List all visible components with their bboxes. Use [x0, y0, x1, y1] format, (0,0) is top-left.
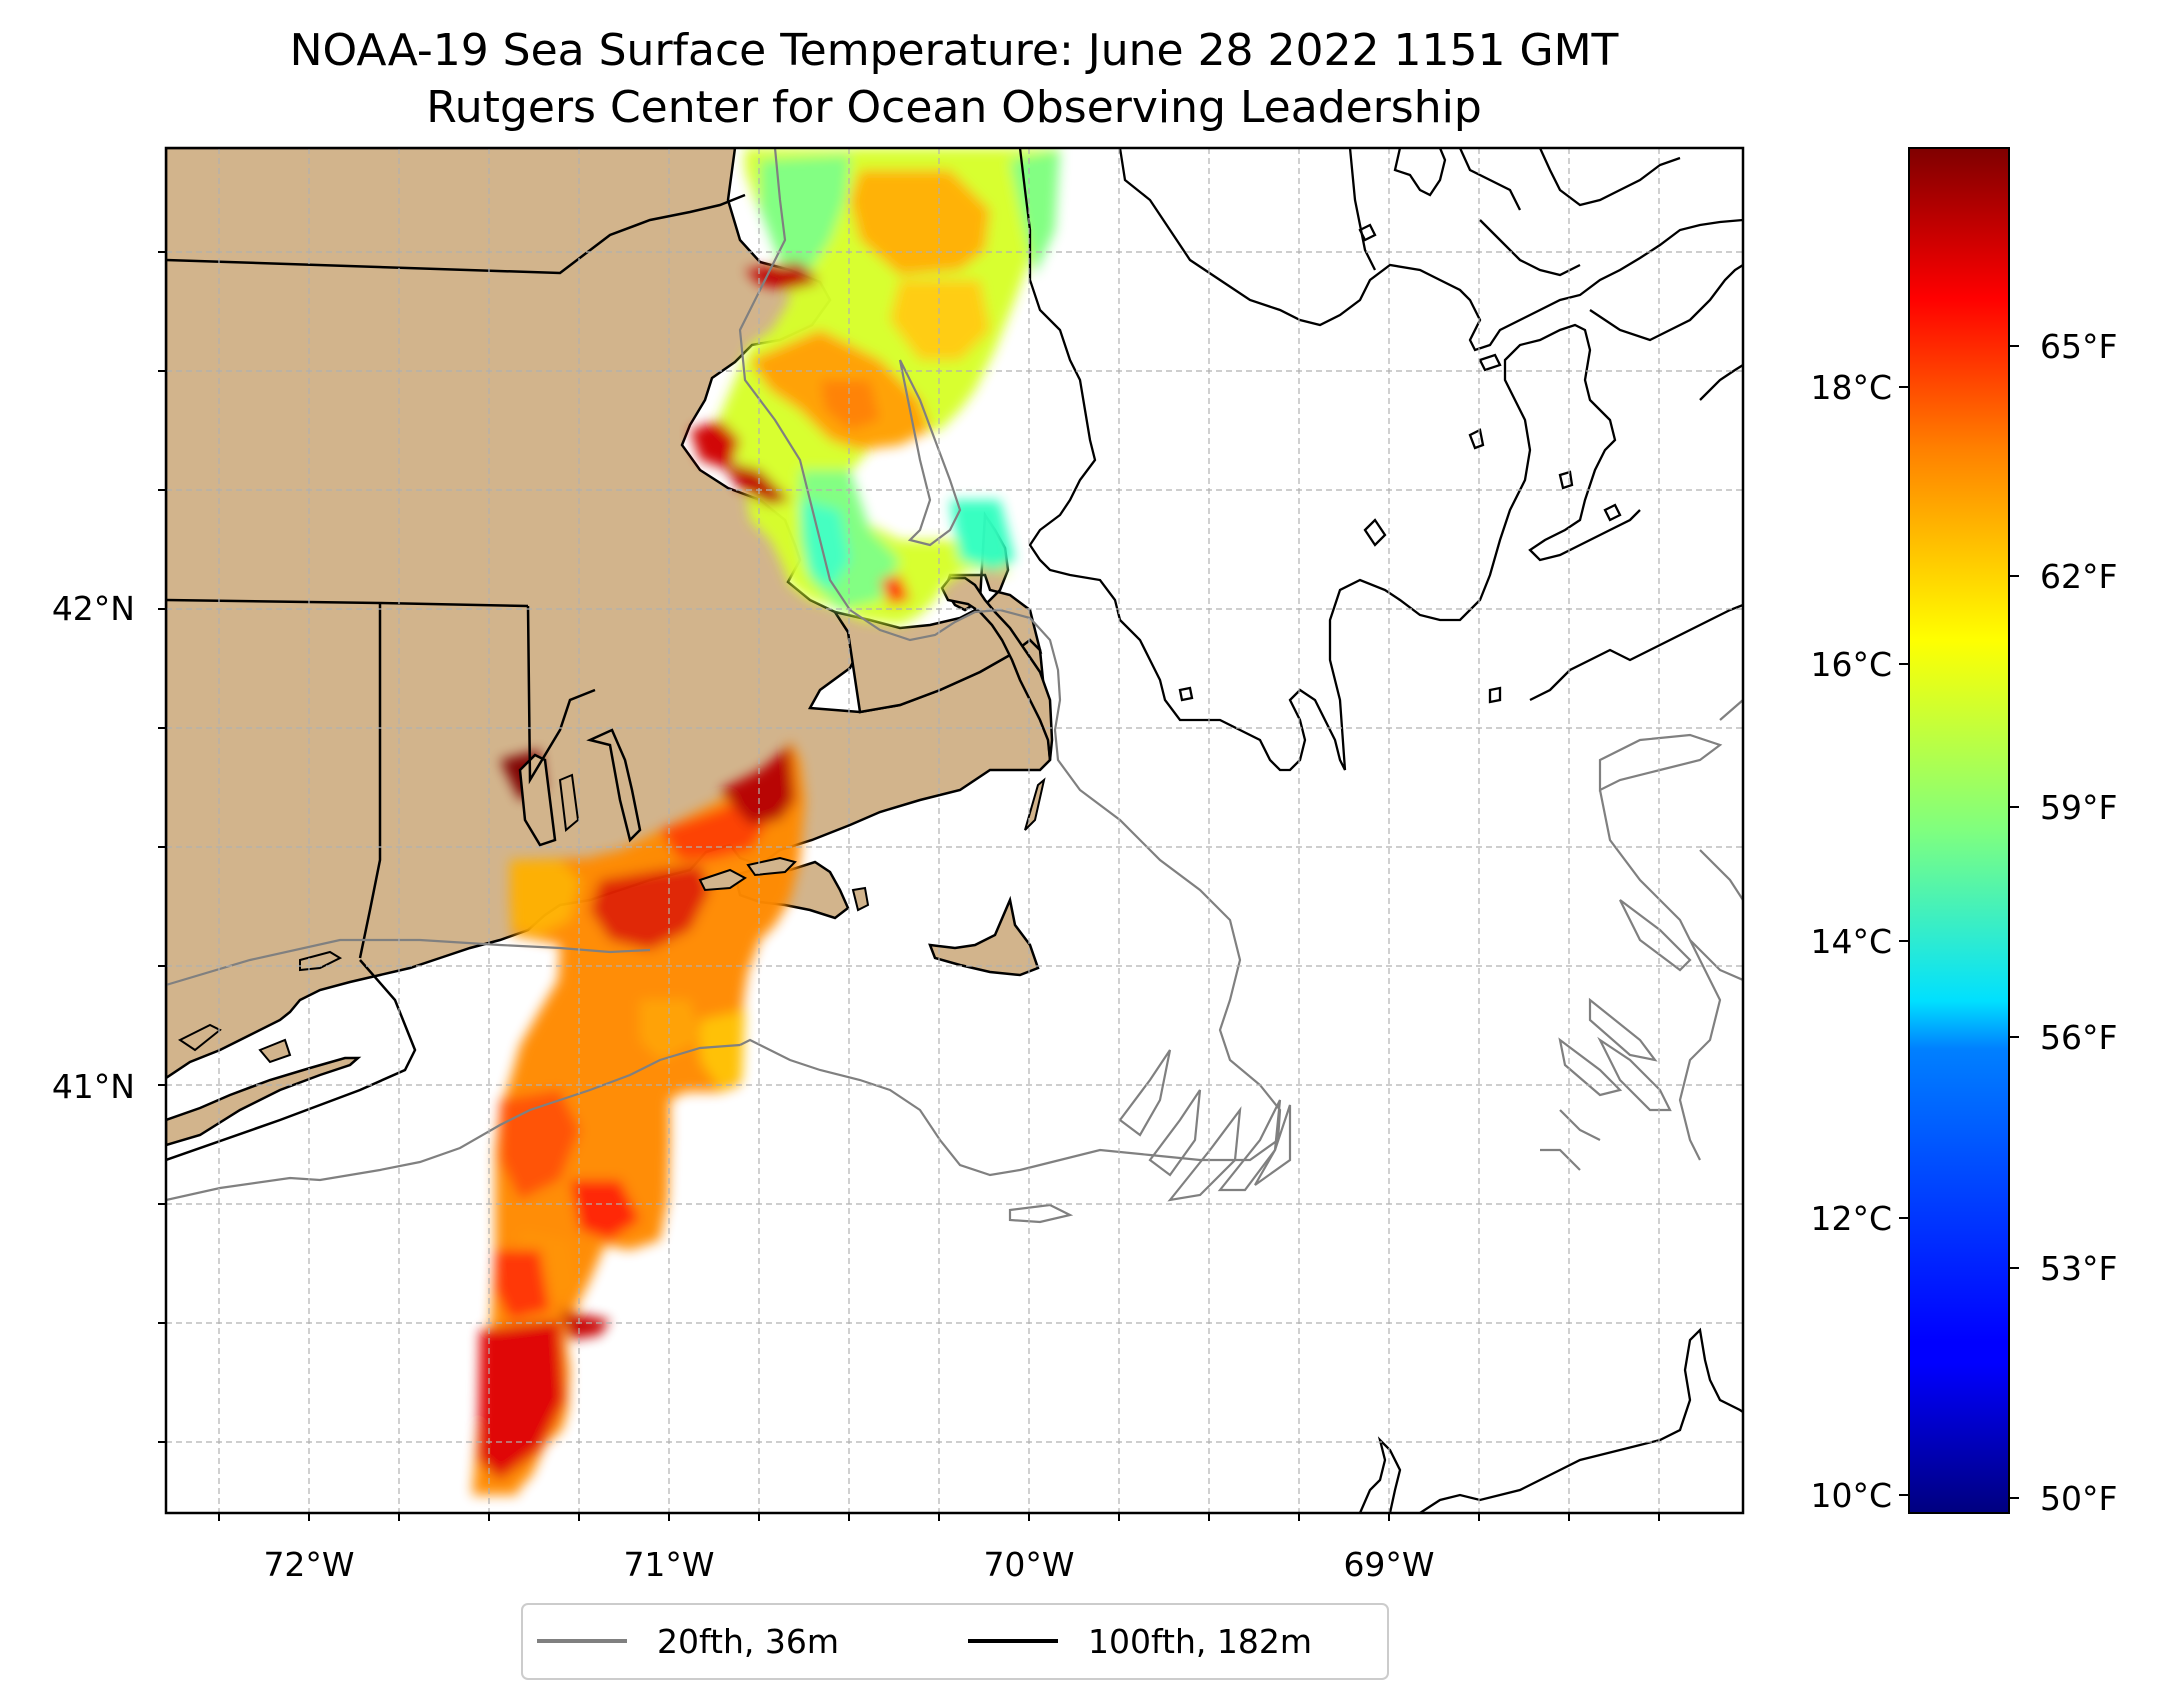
lon-label-70w: 70°W	[983, 1545, 1074, 1584]
colorbar-f-label-62: 62°F	[2040, 557, 2117, 596]
colorbar-c-label-14: 14°C	[1810, 922, 1892, 961]
colorbar: 10°C 12°C 14°C 16°C 18°C 50°F 53°F 56°F …	[1810, 147, 2117, 1518]
map-panel	[166, 148, 1743, 1513]
state-border-ny-ct	[166, 959, 417, 1162]
state-border-ri-ma	[526, 605, 596, 785]
colorbar-c-label-18: 18°C	[1810, 368, 1892, 407]
colorbar-c-label-10: 10°C	[1810, 1476, 1892, 1515]
sakonnet-shore	[586, 728, 642, 843]
legend: 20fth, 36m 100fth, 182m	[521, 1603, 1389, 1680]
lat-label-42n: 42°N	[52, 589, 135, 628]
title-line-1: NOAA-19 Sea Surface Temperature: June 28…	[290, 25, 1619, 76]
state-border-ct-ri	[358, 603, 382, 959]
colorbar-f-label-59: 59°F	[2040, 788, 2117, 827]
shelter-island	[258, 1038, 292, 1064]
colorbar-gradient	[1908, 147, 2010, 1514]
isobath-100fth	[1018, 148, 1743, 1513]
naushon-island	[746, 856, 797, 877]
lon-label-69w: 69°W	[1343, 1545, 1434, 1584]
graticule	[166, 148, 1743, 1513]
long-island-land	[166, 1056, 362, 1147]
colorbar-f-label-65: 65°F	[2040, 327, 2117, 366]
legend-label-100fth: 100fth, 182m	[1088, 1622, 1312, 1661]
colorbar-c-label-16: 16°C	[1810, 645, 1892, 684]
colorbar-c-label-12: 12°C	[1810, 1199, 1892, 1238]
sst-field	[690, 148, 1060, 625]
sst-field-south	[472, 740, 805, 1495]
conanicut-island	[558, 773, 580, 832]
state-border-nh-ma	[166, 193, 746, 275]
title-line-2: Rutgers Center for Ocean Observing Leade…	[426, 82, 1482, 133]
colorbar-f-label-53: 53°F	[2040, 1249, 2117, 1288]
chappaquiddick	[851, 886, 870, 912]
monomoy	[1024, 777, 1046, 831]
legend-label-20fth: 20fth, 36m	[657, 1622, 839, 1661]
colorbar-f-label-50: 50°F	[2040, 1479, 2117, 1518]
axis-ticks	[158, 251, 1660, 1521]
lon-label-72w: 72°W	[263, 1545, 354, 1584]
map-frame	[164, 146, 1745, 1515]
nantucket	[928, 895, 1040, 977]
lon-label-71w: 71°W	[623, 1545, 714, 1584]
plum-island	[178, 1023, 222, 1052]
colorbar-f-label-56: 56°F	[2040, 1018, 2117, 1057]
isobath-20fth	[166, 148, 1743, 1224]
lat-label-41n: 41°N	[52, 1067, 135, 1106]
elizabeth-islands	[698, 868, 747, 892]
legend-box	[521, 1603, 1389, 1680]
